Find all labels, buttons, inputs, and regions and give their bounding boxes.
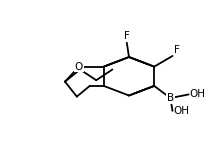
Text: OH: OH [190,89,206,100]
Text: F: F [174,45,179,55]
Text: F: F [124,31,130,41]
Text: O: O [75,62,83,72]
Text: OH: OH [174,106,190,116]
Text: B: B [167,93,174,103]
